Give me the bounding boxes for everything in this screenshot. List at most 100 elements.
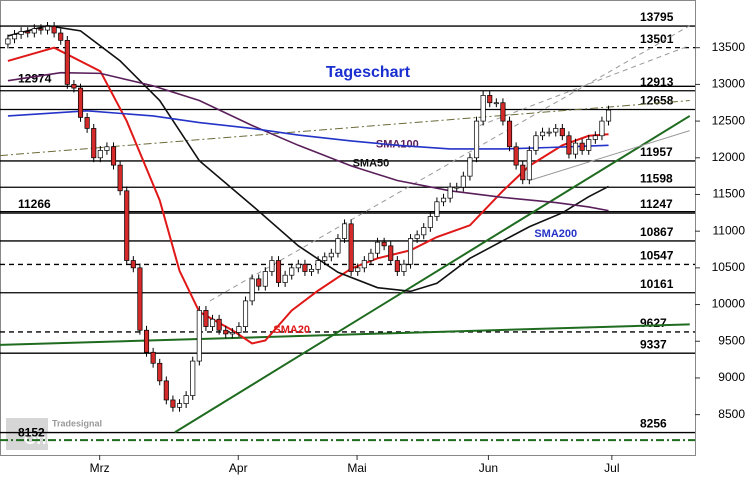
candle-body xyxy=(104,146,110,151)
candle-body xyxy=(11,34,18,40)
candle-body xyxy=(460,175,466,188)
candle xyxy=(190,356,196,400)
candle xyxy=(322,252,328,265)
candle xyxy=(506,116,513,152)
candle-body xyxy=(216,318,222,331)
candle-body xyxy=(295,263,301,269)
candle xyxy=(44,22,51,35)
candle-body xyxy=(44,26,51,31)
candle-body xyxy=(209,318,216,327)
candle xyxy=(460,171,466,192)
candle-body xyxy=(170,399,176,408)
candle xyxy=(249,274,255,306)
candle xyxy=(487,91,493,108)
candle xyxy=(124,186,130,265)
trendline xyxy=(209,25,690,302)
candle-body xyxy=(355,267,361,272)
candle xyxy=(434,197,440,221)
candle xyxy=(170,395,176,412)
candle-body xyxy=(203,310,209,327)
candle-body xyxy=(526,150,532,181)
candle-body xyxy=(447,186,453,199)
candle xyxy=(282,270,288,287)
candle-body xyxy=(467,157,473,177)
candle-body xyxy=(520,164,526,181)
candle-body xyxy=(328,252,334,258)
candle-body xyxy=(124,190,130,261)
candle-body xyxy=(176,403,183,408)
candle xyxy=(368,248,374,265)
level-label: 13501 xyxy=(640,32,674,46)
candle-body xyxy=(51,26,57,34)
candle xyxy=(328,248,334,262)
candle xyxy=(401,259,407,276)
y-tick-label: 11500 xyxy=(713,187,746,201)
candle xyxy=(579,138,585,155)
candle xyxy=(84,113,90,133)
level-label: 11957 xyxy=(640,145,673,159)
candle-body xyxy=(322,256,328,261)
candle-body xyxy=(506,120,513,148)
candle xyxy=(500,98,506,126)
candle-body xyxy=(487,95,493,104)
candle-body xyxy=(539,131,546,137)
candle-body xyxy=(414,234,420,239)
candle-body xyxy=(289,267,295,276)
candle xyxy=(341,219,348,243)
candle xyxy=(533,131,539,155)
logo: Tradesignal Online xyxy=(6,418,102,450)
candle xyxy=(605,105,612,126)
candle xyxy=(58,28,64,45)
candle-body xyxy=(77,87,84,118)
candle xyxy=(388,241,394,265)
candle-body xyxy=(190,360,196,396)
candle xyxy=(216,314,222,335)
candle-body xyxy=(302,263,308,272)
candle-body xyxy=(143,329,150,353)
trendline xyxy=(0,100,690,157)
level-label: 11266 xyxy=(18,197,51,211)
level-label: 13795 xyxy=(640,10,674,24)
candle-body xyxy=(454,186,460,189)
candle-body xyxy=(150,351,156,364)
y-tick-label: 11000 xyxy=(713,223,746,237)
candle-body xyxy=(374,241,381,254)
candle-body xyxy=(500,102,506,122)
candle-body xyxy=(163,380,169,401)
candle xyxy=(262,267,268,291)
candle-body xyxy=(110,146,117,166)
legend-label: SMA20 xyxy=(273,324,310,336)
trendline xyxy=(529,130,690,182)
level-label: 9627 xyxy=(640,316,667,330)
candle-body xyxy=(58,32,64,41)
ma-line xyxy=(7,24,609,293)
candle xyxy=(467,153,473,181)
legend-label: SMA100 xyxy=(376,138,419,150)
candle-body xyxy=(566,135,572,155)
candle-body xyxy=(308,268,315,272)
candle-body xyxy=(586,139,592,151)
candle xyxy=(143,325,150,357)
candle xyxy=(223,325,229,339)
candle xyxy=(209,314,216,331)
candle xyxy=(163,376,169,405)
x-tick-label: Apr xyxy=(229,461,248,475)
candle-body xyxy=(579,142,585,151)
legend-label: SMA50 xyxy=(353,158,390,170)
ma-line xyxy=(7,46,609,345)
candle xyxy=(553,124,559,137)
candle-body xyxy=(18,31,24,35)
ma-line xyxy=(7,71,609,212)
candle xyxy=(295,259,301,273)
candle xyxy=(31,24,37,38)
candle xyxy=(315,256,321,274)
ma-line xyxy=(7,110,609,150)
candle xyxy=(38,24,44,35)
y-tick-label: 9000 xyxy=(718,370,745,384)
y-tick-label: 12000 xyxy=(712,150,746,164)
candle-body xyxy=(553,128,559,133)
y-tick-label: 8500 xyxy=(718,407,745,421)
candle xyxy=(137,263,143,335)
candle xyxy=(104,142,110,155)
candle-body xyxy=(157,362,163,382)
